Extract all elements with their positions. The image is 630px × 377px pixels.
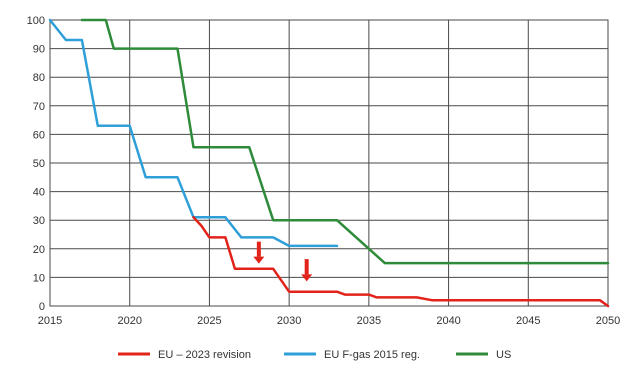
y-tick-label: 70 <box>33 101 45 113</box>
arrow-shaft <box>256 241 261 257</box>
legend: EU – 2023 revision EU F-gas 2015 reg. US <box>118 349 511 361</box>
y-tick-label: 80 <box>33 72 45 84</box>
series-line-2 <box>80 18 610 265</box>
x-tick-label: 2040 <box>436 315 460 327</box>
arrow-head <box>301 274 313 282</box>
down-arrow-icon <box>301 259 313 282</box>
legend-label: EU – 2023 revision <box>158 349 251 361</box>
series-line-0 <box>192 216 610 308</box>
y-tick-label: 0 <box>39 301 45 313</box>
arrow-shaft <box>304 259 309 275</box>
x-tick-label: 2045 <box>516 315 540 327</box>
y-tick-label: 30 <box>33 215 45 227</box>
x-tick-label: 2025 <box>197 315 221 327</box>
annotation-layer <box>253 241 313 282</box>
legend-item: US <box>456 349 511 361</box>
y-tick-label: 60 <box>33 129 45 141</box>
x-tick-label: 2030 <box>277 315 301 327</box>
arrow-head <box>253 256 265 264</box>
series-layer <box>48 18 610 308</box>
legend-item: EU – 2023 revision <box>118 349 251 361</box>
y-tick-label: 20 <box>33 244 45 256</box>
y-tick-label: 90 <box>33 44 45 56</box>
legend-label: EU F-gas 2015 reg. <box>324 349 420 361</box>
y-tick-label: 40 <box>33 187 45 199</box>
legend-item: EU F-gas 2015 reg. <box>284 349 420 361</box>
x-tick-label: 2020 <box>117 315 141 327</box>
legend-label: US <box>496 349 511 361</box>
y-tick-label: 10 <box>33 272 45 284</box>
y-tick-label: 50 <box>33 158 45 170</box>
series-line-1 <box>48 18 339 248</box>
grid-layer <box>49 19 609 307</box>
down-arrow-icon <box>253 241 265 264</box>
x-tick-label: 2050 <box>596 315 620 327</box>
x-tick-label: 2015 <box>38 315 62 327</box>
x-tick-label: 2035 <box>357 315 381 327</box>
plot-border <box>49 19 609 307</box>
y-tick-label: 100 <box>27 15 45 27</box>
